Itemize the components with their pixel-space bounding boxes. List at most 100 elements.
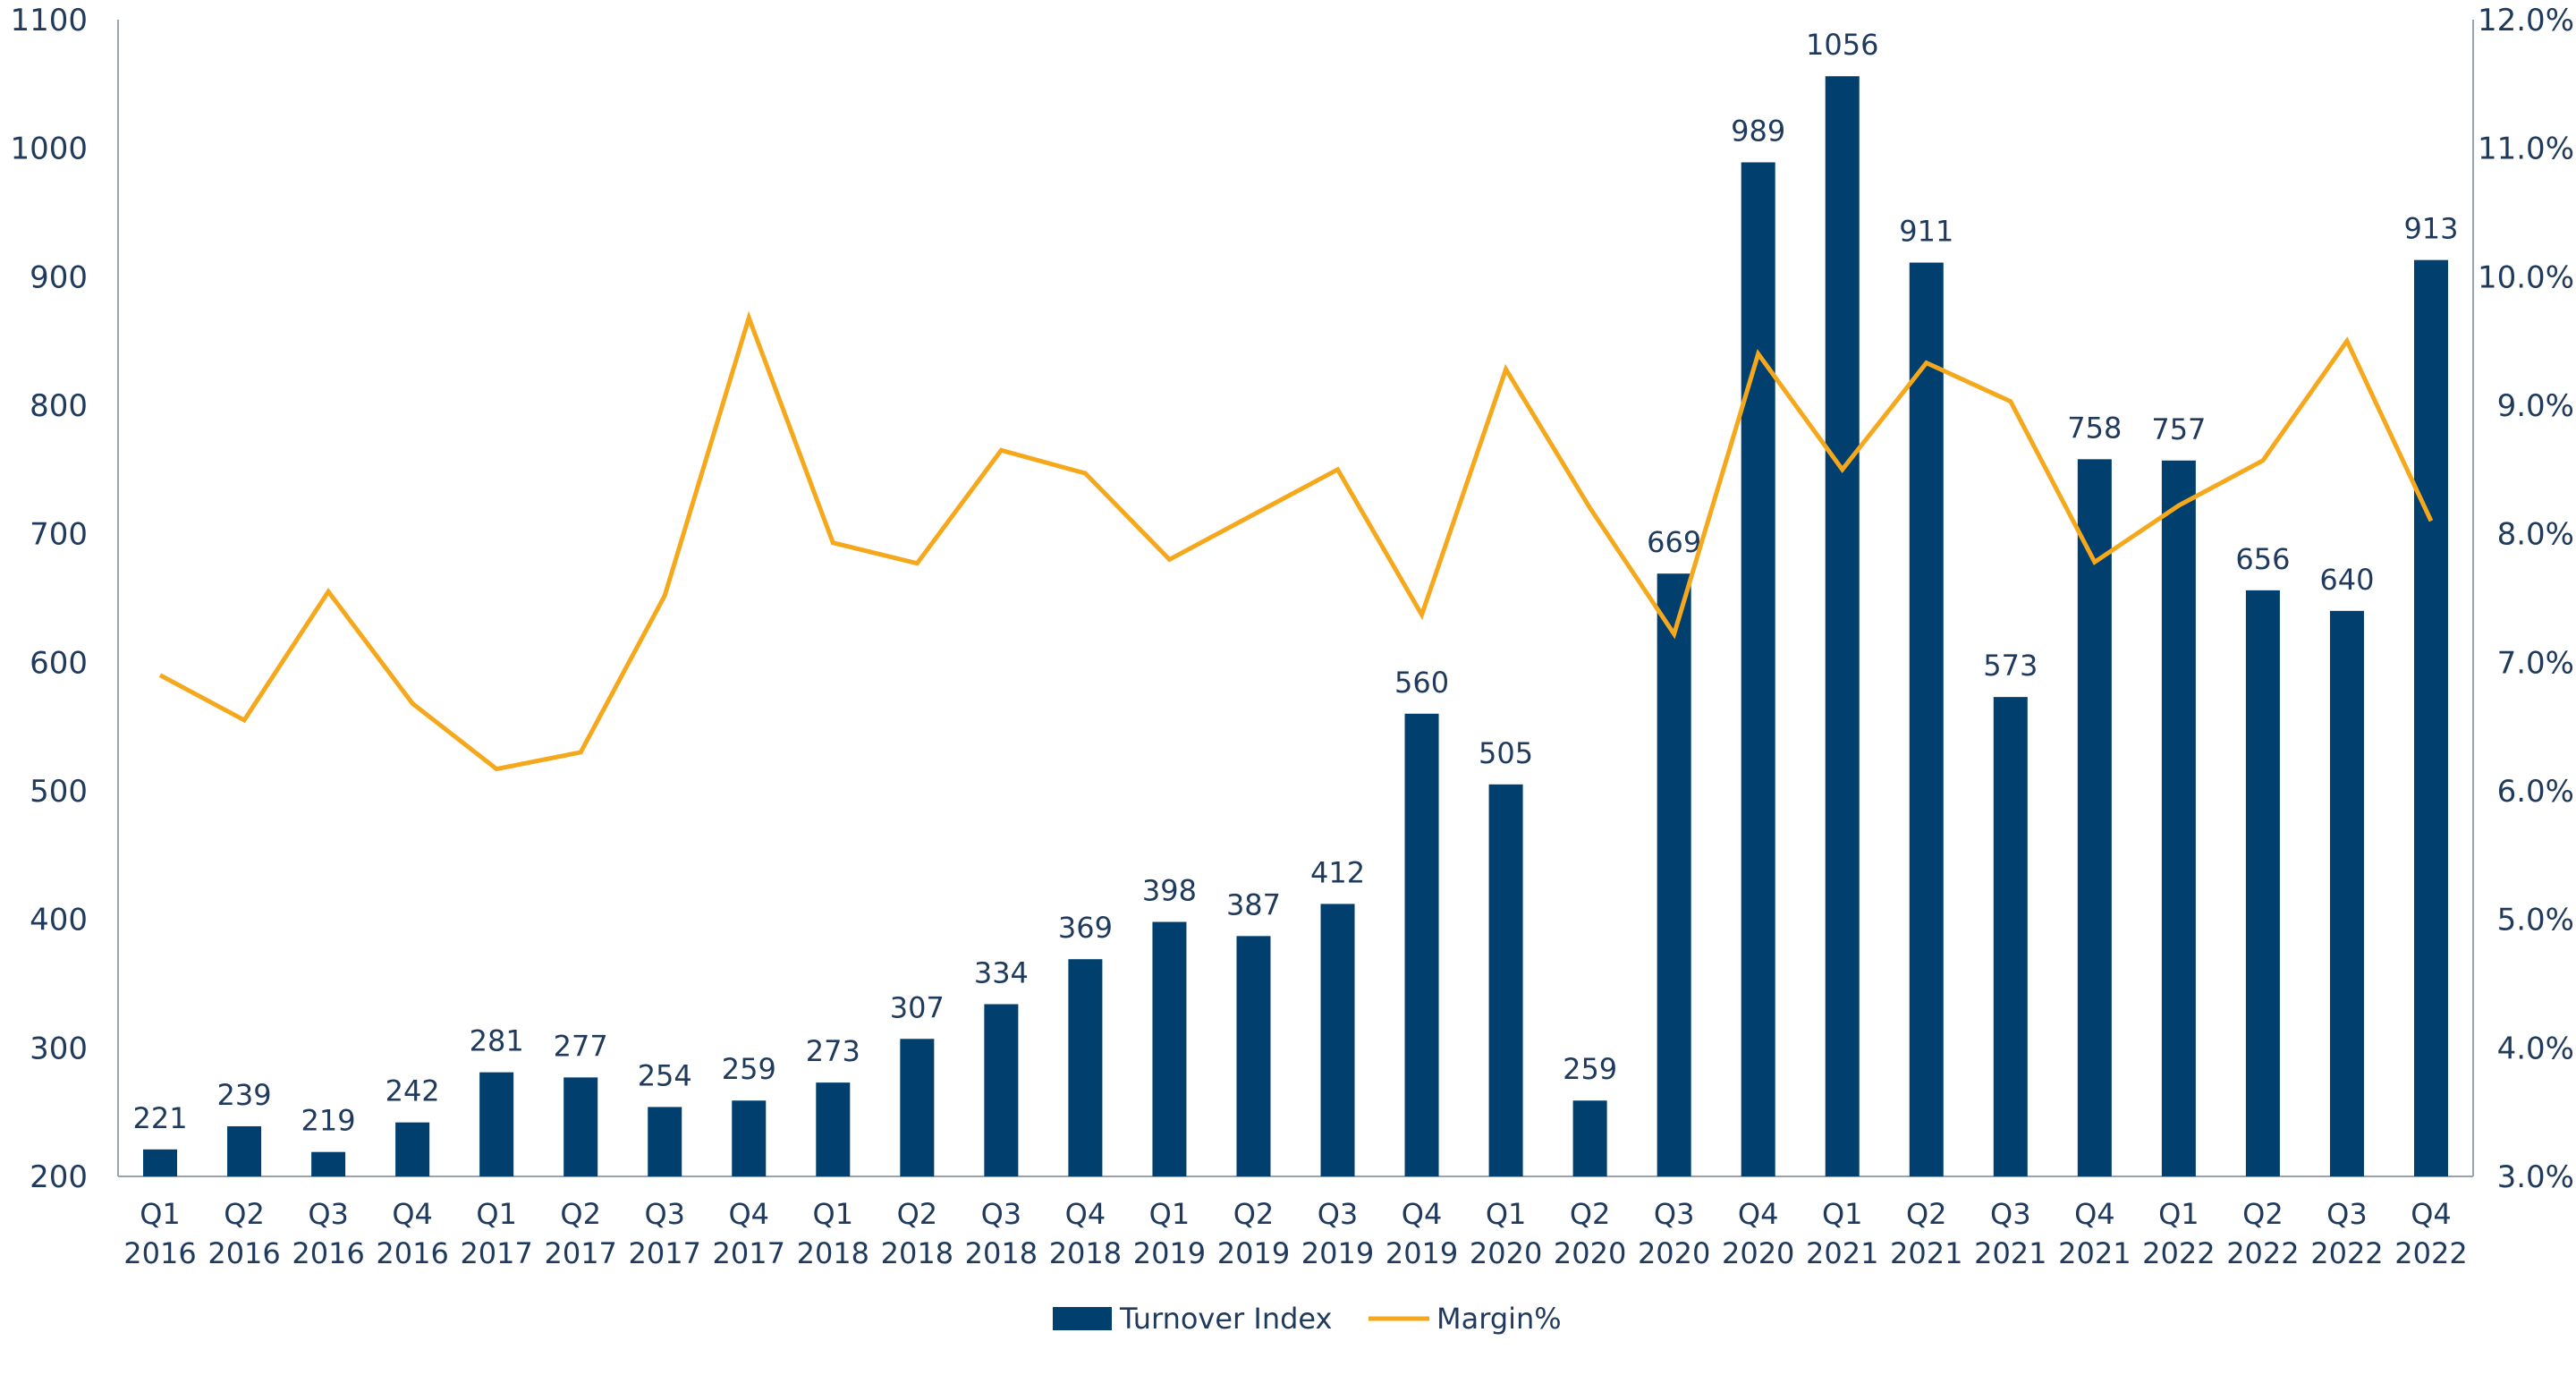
bar — [1657, 573, 1691, 1176]
bar-data-label: 913 — [2403, 212, 2458, 246]
x-tick-quarter: Q1 — [140, 1197, 181, 1231]
x-tick-quarter: Q3 — [1318, 1197, 1359, 1231]
x-tick-year: 2021 — [1890, 1236, 1962, 1270]
bar-data-label: 387 — [1226, 887, 1281, 921]
x-tick-quarter: Q2 — [1906, 1197, 1947, 1231]
x-tick-year: 2021 — [1974, 1236, 2046, 1270]
x-tick-label: Q4 2019 — [1385, 1197, 1458, 1270]
bar — [1236, 936, 1271, 1176]
x-tick-quarter: Q2 — [1233, 1197, 1275, 1231]
bar-data-label: 505 — [1479, 736, 1533, 770]
x-tick-quarter: Q1 — [1822, 1197, 1863, 1231]
left-tick-label: 1000 — [10, 132, 88, 167]
left-tick-label: 400 — [30, 903, 88, 938]
x-tick-label: Q2 2016 — [208, 1197, 280, 1270]
bar-data-label: 273 — [806, 1034, 860, 1068]
x-tick-quarter: Q1 — [813, 1197, 854, 1231]
bar — [1825, 76, 1860, 1176]
x-tick-year: 2019 — [1133, 1236, 1206, 1270]
bar — [2077, 459, 2112, 1176]
bar-data-label: 334 — [974, 955, 1029, 989]
legend-swatch-turnover-index — [1053, 1307, 1112, 1330]
left-axis-ticks: 200 300 400 500 600 700 800 900 1000 1100 — [10, 3, 88, 1195]
line-series-margin — [158, 310, 2434, 772]
axes — [117, 20, 2474, 1177]
bar — [1488, 784, 1523, 1176]
bar-data-label: 1056 — [1806, 28, 1878, 62]
bar-data-label: 573 — [1983, 649, 2038, 683]
x-tick-year: 2016 — [123, 1236, 196, 1270]
x-tick-quarter: Q4 — [1402, 1197, 1443, 1231]
right-tick-label: 3.0% — [2497, 1159, 2574, 1195]
x-tick-year: 2020 — [1554, 1236, 1626, 1270]
bar — [2245, 590, 2280, 1176]
x-tick-quarter: Q2 — [1570, 1197, 1611, 1231]
bar-data-label: 989 — [1731, 114, 1785, 148]
x-tick-label: Q1 2022 — [2142, 1197, 2215, 1270]
right-tick-label: 7.0% — [2497, 645, 2574, 681]
bar — [2161, 460, 2196, 1176]
bar — [732, 1100, 767, 1176]
bar-series-turnover-index — [143, 76, 2448, 1177]
x-tick-label: Q4 2022 — [2394, 1197, 2467, 1270]
x-tick-quarter: Q4 — [2411, 1197, 2452, 1231]
x-tick-quarter: Q2 — [2242, 1197, 2284, 1231]
right-tick-label: 11.0% — [2478, 132, 2574, 167]
x-tick-quarter: Q3 — [1990, 1197, 2031, 1231]
x-tick-label: Q3 2022 — [2310, 1197, 2383, 1270]
bar-data-label: 254 — [638, 1058, 692, 1092]
margin-line — [158, 310, 2434, 772]
x-tick-label: Q2 2022 — [2226, 1197, 2299, 1270]
x-tick-year: 2018 — [965, 1236, 1038, 1270]
bar-data-label: 560 — [1394, 666, 1449, 700]
x-tick-label: Q1 2020 — [1470, 1197, 1542, 1270]
x-tick-quarter: Q4 — [1065, 1197, 1106, 1231]
bar-data-label: 239 — [217, 1078, 272, 1112]
right-axis-ticks: 3.0% 4.0% 5.0% 6.0% 7.0% 8.0% 9.0% 10.0% 11.0% 12… — [2478, 3, 2574, 1195]
right-tick-label: 5.0% — [2497, 903, 2574, 938]
x-tick-quarter: Q2 — [560, 1197, 601, 1231]
bar — [227, 1125, 262, 1176]
bar-data-label: 669 — [1647, 525, 1701, 559]
x-tick-quarter: Q3 — [981, 1197, 1022, 1231]
bar — [1572, 1100, 1607, 1176]
x-tick-quarter: Q3 — [2326, 1197, 2368, 1231]
bar — [1741, 162, 1775, 1177]
left-tick-label: 1100 — [10, 3, 88, 38]
x-tick-year: 2018 — [1049, 1236, 1122, 1270]
right-tick-label: 12.0% — [2478, 3, 2574, 38]
left-tick-label: 200 — [30, 1159, 88, 1195]
legend-label-margin: Margin% — [1436, 1302, 1562, 1336]
x-tick-label: Q1 2016 — [123, 1197, 196, 1270]
x-tick-year: 2019 — [1385, 1236, 1458, 1270]
bar — [143, 1149, 178, 1176]
legend: Turnover Index Margin% — [1053, 1302, 1562, 1336]
x-tick-quarter: Q4 — [392, 1197, 433, 1231]
right-tick-label: 4.0% — [2497, 1031, 2574, 1066]
x-tick-year: 2017 — [460, 1236, 532, 1270]
x-tick-quarter: Q3 — [644, 1197, 685, 1231]
x-tick-year: 2022 — [2142, 1236, 2215, 1270]
x-tick-label: Q3 2020 — [1638, 1197, 1710, 1270]
bar-data-label: 307 — [890, 990, 945, 1024]
x-tick-label: Q4 2021 — [2058, 1197, 2131, 1270]
x-tick-year: 2018 — [797, 1236, 869, 1270]
bar-data-label: 640 — [2319, 563, 2374, 597]
x-tick-year: 2021 — [1806, 1236, 1878, 1270]
right-tick-label: 8.0% — [2497, 517, 2574, 553]
bar-data-label: 259 — [1563, 1052, 1617, 1086]
bar-data-label: 221 — [132, 1101, 187, 1135]
right-tick-label: 9.0% — [2497, 388, 2574, 424]
x-tick-year: 2017 — [713, 1236, 785, 1270]
bar — [564, 1077, 598, 1176]
bar — [395, 1122, 430, 1176]
x-tick-label: Q1 2017 — [460, 1197, 532, 1270]
x-tick-year: 2020 — [1470, 1236, 1542, 1270]
x-tick-label: Q3 2018 — [965, 1197, 1038, 1270]
x-tick-year: 2022 — [2226, 1236, 2299, 1270]
x-tick-quarter: Q4 — [728, 1197, 769, 1231]
bar — [2413, 259, 2448, 1176]
bar-data-label: 219 — [301, 1104, 356, 1138]
x-tick-year: 2016 — [292, 1236, 364, 1270]
x-tick-quarter: Q4 — [1738, 1197, 1779, 1231]
